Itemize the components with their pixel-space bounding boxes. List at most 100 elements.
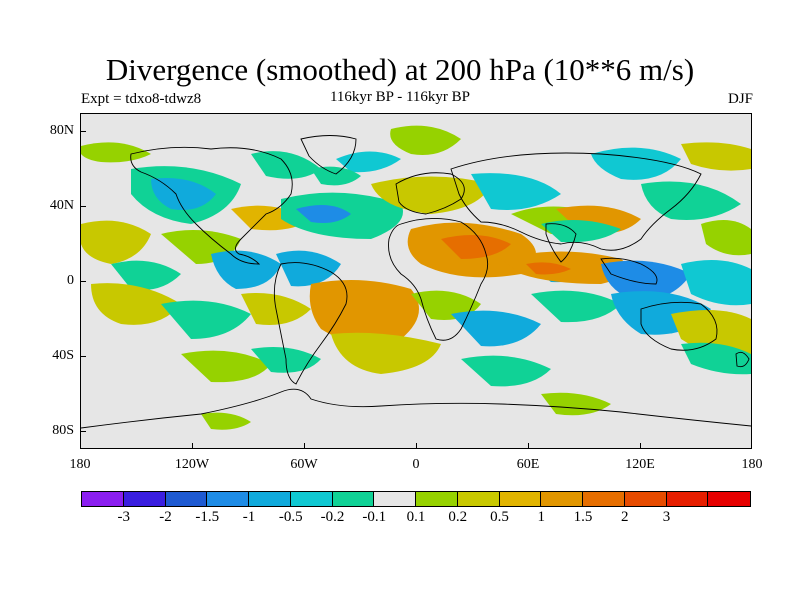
colorbar-segment xyxy=(207,492,249,506)
coast-asia xyxy=(450,152,702,251)
blob-cyan xyxy=(591,147,681,180)
blob-yellow xyxy=(91,283,181,325)
blob-teal xyxy=(461,355,551,387)
blob-teal xyxy=(161,300,251,339)
colorbar-label: -3 xyxy=(117,509,131,525)
blob-cyan xyxy=(471,173,561,210)
lon-tick xyxy=(640,443,641,449)
coast-greenland xyxy=(300,135,357,175)
blob-blue xyxy=(601,260,691,300)
colorbar-segment xyxy=(332,492,375,506)
blob-teal xyxy=(541,220,621,243)
blob-green xyxy=(81,142,151,163)
colorbar-segment xyxy=(499,492,542,506)
colorbar-segment xyxy=(165,492,208,506)
blob-green xyxy=(201,412,251,430)
lat-tick xyxy=(80,206,86,207)
experiment-label: Expt = tdxo8-tdwz8 xyxy=(81,91,202,107)
lat-tick xyxy=(80,431,86,432)
period-label: 116kyr BP - 116kyr BP xyxy=(329,89,470,105)
lat-label-40n: 40N xyxy=(49,198,74,213)
colorbar-label: 0.2 xyxy=(448,509,468,525)
lon-label-60e: 60E xyxy=(516,457,540,472)
lon-tick xyxy=(416,443,417,449)
divergence-field xyxy=(81,125,751,430)
blob-teal xyxy=(681,342,751,375)
colorbar xyxy=(81,491,751,507)
map-panel xyxy=(80,113,752,449)
coast-europe xyxy=(395,172,465,215)
colorbar-segment xyxy=(624,492,667,506)
colorbar-label: -0.1 xyxy=(362,509,387,525)
lon-tick xyxy=(528,443,529,449)
colorbar-label: -0.2 xyxy=(320,509,345,525)
season-label: DJF xyxy=(727,91,753,107)
lat-label-40s: 40S xyxy=(52,348,74,363)
lon-tick xyxy=(192,443,193,449)
colorbar-segment xyxy=(457,492,500,506)
colorbar-segment xyxy=(82,492,124,506)
blob-orange xyxy=(309,280,419,343)
coast-nz xyxy=(735,351,750,368)
colorbar-label: 1 xyxy=(537,509,546,525)
colorbar-segment xyxy=(708,492,750,506)
coast-india xyxy=(545,223,577,263)
colorbar-segment xyxy=(666,492,709,506)
lat-tick xyxy=(80,356,86,357)
lon-label-0: 0 xyxy=(412,457,420,472)
blob-cyan xyxy=(336,151,401,173)
colorbar-segment xyxy=(374,492,416,506)
coastlines xyxy=(81,135,751,429)
colorbar-label: 2 xyxy=(621,509,629,525)
colorbar-label: -2 xyxy=(159,509,172,525)
colorbar-segment xyxy=(583,492,625,506)
blob-green xyxy=(181,350,271,383)
colorbar-label: -0.5 xyxy=(278,509,303,525)
blob-orange-dark xyxy=(441,235,511,259)
lon-label-120w: 120W xyxy=(174,457,210,472)
blob-blue xyxy=(211,250,281,289)
blob-yellow xyxy=(81,220,151,264)
coast-antarctica xyxy=(81,388,751,429)
colorbar-label: -1 xyxy=(242,509,256,525)
coast-north-america xyxy=(130,146,293,265)
lon-tick xyxy=(304,443,305,449)
coast-africa xyxy=(388,218,489,341)
lat-label-80s: 80S xyxy=(52,423,74,438)
blob-green xyxy=(390,125,461,155)
lon-label-60w: 60W xyxy=(290,457,318,472)
colorbar-label: 1.5 xyxy=(573,509,593,525)
blob-teal xyxy=(641,181,741,220)
blob-orange-dark xyxy=(526,262,571,275)
lat-tick xyxy=(80,131,86,132)
blob-blue xyxy=(276,250,341,287)
field-blobs xyxy=(81,125,751,430)
colorbar-segment xyxy=(290,492,333,506)
blob-teal xyxy=(531,290,621,323)
coast-australia xyxy=(640,301,718,351)
figure-title: Divergence (smoothed) at 200 hPa (10**6 … xyxy=(105,52,695,87)
colorbar-label: 3 xyxy=(662,509,671,525)
colorbar-segment xyxy=(249,492,291,506)
blob-yellow xyxy=(681,142,751,171)
lat-label-80n: 80N xyxy=(49,123,74,138)
lat-label-0: 0 xyxy=(67,273,74,288)
colorbar-segment xyxy=(541,492,583,506)
colorbar-label: -1.5 xyxy=(195,509,220,525)
lon-label-180w: 180 xyxy=(69,457,91,472)
lon-label-180e: 180 xyxy=(741,457,763,472)
lat-tick xyxy=(80,281,86,282)
lon-label-120e: 120E xyxy=(625,457,655,472)
coast-south-america xyxy=(273,262,348,385)
blob-blue xyxy=(296,205,351,223)
blob-green xyxy=(701,220,751,256)
blob-teal xyxy=(111,260,181,290)
colorbar-segment xyxy=(416,492,458,506)
blob-blue xyxy=(451,310,541,347)
blob-green xyxy=(541,392,611,416)
blob-yellow xyxy=(331,332,441,374)
colorbar-label: 0.5 xyxy=(490,509,509,525)
blob-cyan xyxy=(681,260,751,306)
colorbar-segment xyxy=(123,492,166,506)
colorbar-label: 0.1 xyxy=(406,509,426,525)
